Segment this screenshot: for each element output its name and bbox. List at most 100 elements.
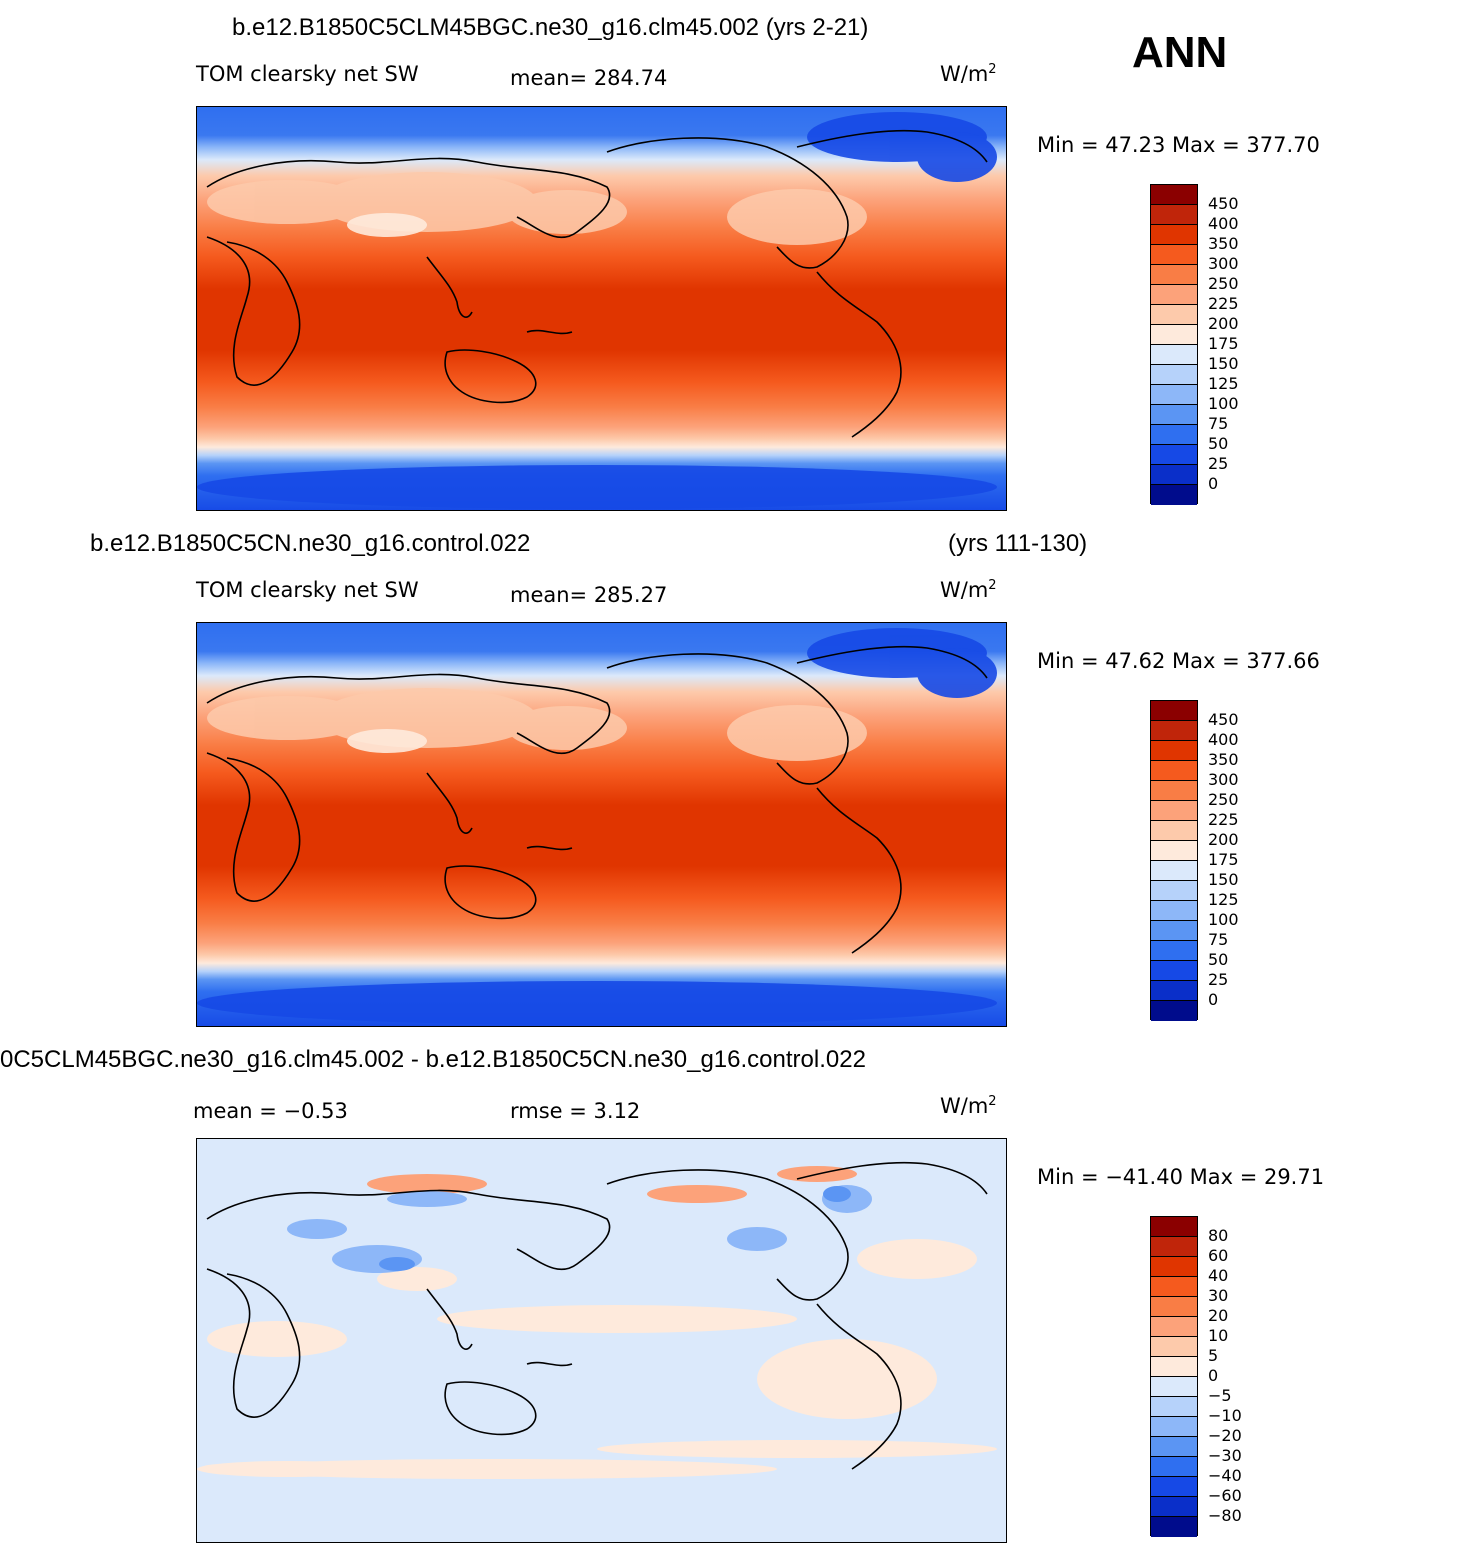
colorbar-swatch xyxy=(1151,1477,1197,1497)
colorbar-tick-label: 20 xyxy=(1208,1306,1229,1325)
panel3-map-svg xyxy=(197,1139,1006,1542)
colorbar-swatch xyxy=(1151,405,1197,425)
colorbar-swatch xyxy=(1151,1277,1197,1297)
colorbar-tick-label: 450 xyxy=(1208,710,1239,729)
colorbar-swatch xyxy=(1151,1417,1197,1437)
colorbar-tick-label: −60 xyxy=(1208,1486,1242,1505)
colorbar-swatch xyxy=(1151,365,1197,385)
colorbar-swatch xyxy=(1151,841,1197,861)
colorbar-tick-label: 175 xyxy=(1208,850,1239,869)
colorbar-swatch xyxy=(1151,285,1197,305)
colorbar-swatch xyxy=(1151,1517,1197,1537)
colorbar-swatch xyxy=(1151,741,1197,761)
colorbar-tick-label: 250 xyxy=(1208,274,1239,293)
colorbar-tick-label: 0 xyxy=(1208,474,1219,493)
colorbar-swatch xyxy=(1151,305,1197,325)
colorbar-tick-label: 200 xyxy=(1208,314,1239,333)
colorbar-tick-label: 400 xyxy=(1208,214,1239,233)
colorbar-tick-label: 50 xyxy=(1208,950,1229,969)
colorbar-swatch xyxy=(1151,881,1197,901)
colorbar-swatch xyxy=(1151,225,1197,245)
colorbar-swatch xyxy=(1151,781,1197,801)
colorbar-tick-label: 300 xyxy=(1208,254,1239,273)
colorbar-swatch xyxy=(1151,801,1197,821)
colorbar-swatch xyxy=(1151,385,1197,405)
colorbar-tick-label: 100 xyxy=(1208,910,1239,929)
colorbar-tick-label: 250 xyxy=(1208,790,1239,809)
colorbar-swatch xyxy=(1151,185,1197,205)
panel2-title: b.e12.B1850C5CN.ne30_g16.control.022 xyxy=(90,530,531,557)
colorbar-tick-label: −5 xyxy=(1208,1386,1232,1405)
colorbar-tick-label: 300 xyxy=(1208,770,1239,789)
colorbar-tick-label: −40 xyxy=(1208,1466,1242,1485)
panel2-variable: TOM clearsky net SW xyxy=(196,578,419,602)
colorbar-swatch xyxy=(1151,961,1197,981)
colorbar-swatch xyxy=(1151,445,1197,465)
colorbar-swatch xyxy=(1151,1497,1197,1517)
colorbar-swatch xyxy=(1151,981,1197,1001)
panel1-minmax: Min = 47.23 Max = 377.70 xyxy=(1037,133,1320,157)
colorbar-tick-label: 25 xyxy=(1208,454,1229,473)
colorbar-tick-label: 10 xyxy=(1208,1326,1229,1345)
panel1-variable: TOM clearsky net SW xyxy=(196,62,419,86)
season-label: ANN xyxy=(1132,28,1228,77)
colorbar-swatch xyxy=(1151,205,1197,225)
colorbar-swatch xyxy=(1151,1317,1197,1337)
colorbar-swatch xyxy=(1151,485,1197,505)
colorbar-swatch xyxy=(1151,425,1197,445)
colorbar-swatch xyxy=(1151,1397,1197,1417)
colorbar-swatch xyxy=(1151,245,1197,265)
colorbar-swatch xyxy=(1151,821,1197,841)
panel2-years: (yrs 111-130) xyxy=(948,530,1088,557)
colorbar-swatch xyxy=(1151,1297,1197,1317)
panel3-mean: mean = −0.53 xyxy=(193,1099,348,1123)
colorbar-tick-label: 50 xyxy=(1208,434,1229,453)
colorbar-tick-label: 40 xyxy=(1208,1266,1229,1285)
colorbar-swatch xyxy=(1151,901,1197,921)
colorbar-tick-label: 150 xyxy=(1208,870,1239,889)
panel3-colorbar xyxy=(1150,1216,1198,1537)
colorbar-swatch xyxy=(1151,721,1197,741)
colorbar-tick-label: 100 xyxy=(1208,394,1239,413)
colorbar-swatch xyxy=(1151,1237,1197,1257)
colorbar-tick-label: 75 xyxy=(1208,930,1229,949)
colorbar-tick-label: 450 xyxy=(1208,194,1239,213)
colorbar-swatch xyxy=(1151,1337,1197,1357)
colorbar-swatch xyxy=(1151,465,1197,485)
colorbar-swatch xyxy=(1151,1217,1197,1237)
colorbar-tick-label: 30 xyxy=(1208,1286,1229,1305)
colorbar-tick-label: 125 xyxy=(1208,890,1239,909)
colorbar-swatch xyxy=(1151,1437,1197,1457)
colorbar-tick-label: −30 xyxy=(1208,1446,1242,1465)
colorbar-swatch xyxy=(1151,1357,1197,1377)
panel1-colorbar xyxy=(1150,184,1198,505)
colorbar-swatch xyxy=(1151,1377,1197,1397)
colorbar-swatch xyxy=(1151,1001,1197,1021)
colorbar-tick-label: 125 xyxy=(1208,374,1239,393)
panel3-minmax: Min = −41.40 Max = 29.71 xyxy=(1037,1165,1325,1189)
colorbar-tick-label: 400 xyxy=(1208,730,1239,749)
colorbar-swatch xyxy=(1151,325,1197,345)
panel2-colorbar xyxy=(1150,700,1198,1021)
colorbar-swatch xyxy=(1151,761,1197,781)
colorbar-tick-label: 0 xyxy=(1208,1366,1219,1385)
colorbar-tick-label: 60 xyxy=(1208,1246,1229,1265)
colorbar-tick-label: 5 xyxy=(1208,1346,1219,1365)
colorbar-swatch xyxy=(1151,1257,1197,1277)
colorbar-tick-label: 80 xyxy=(1208,1226,1229,1245)
panel2-units: W/m2 xyxy=(940,578,997,602)
panel2-mean: mean= 285.27 xyxy=(510,583,668,607)
colorbar-tick-label: 350 xyxy=(1208,750,1239,769)
panel1-title: b.e12.B1850C5CLM45BGC.ne30_g16.clm45.002… xyxy=(232,14,869,41)
colorbar-swatch xyxy=(1151,921,1197,941)
colorbar-tick-label: 150 xyxy=(1208,354,1239,373)
panel3-title: 0C5CLM45BGC.ne30_g16.clm45.002 - b.e12.B… xyxy=(0,1046,866,1073)
colorbar-swatch xyxy=(1151,861,1197,881)
panel1-mean: mean= 284.74 xyxy=(510,66,668,90)
colorbar-tick-label: 75 xyxy=(1208,414,1229,433)
panel2-map xyxy=(196,622,1007,1027)
colorbar-swatch xyxy=(1151,265,1197,285)
panel1-units: W/m2 xyxy=(940,62,997,86)
colorbar-swatch xyxy=(1151,941,1197,961)
panel3-units: W/m2 xyxy=(940,1094,997,1118)
